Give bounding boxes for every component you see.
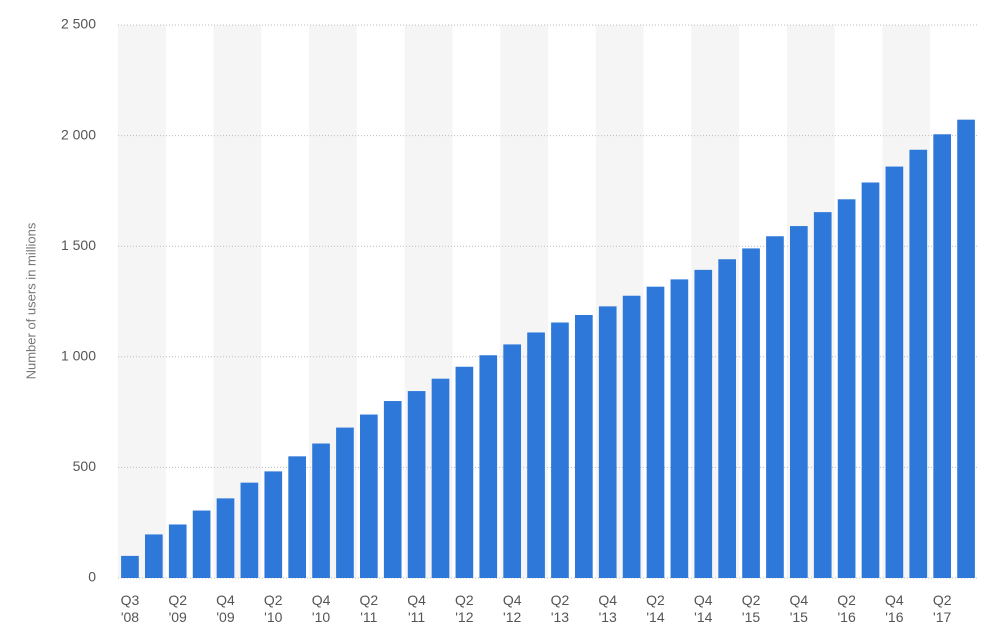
x-tick-label: Q2 '14 [646,592,665,625]
bar [574,314,593,578]
bar [813,212,832,578]
y-tick-label: 500 [73,458,97,474]
x-tick-label: Q4 '11 [407,592,426,625]
bar [336,427,354,578]
bar [407,391,426,578]
bar [885,166,904,578]
bar [789,226,808,578]
y-axis-label: Number of users in millions [23,222,38,379]
bar [598,306,617,578]
y-tick-label: 1 500 [61,237,96,253]
x-tick-label: Q2 '09 [168,592,188,625]
bar [670,279,689,578]
x-tick-label: Q4 '12 [502,592,522,625]
x-tick-label: Q2 '16 [837,592,856,625]
bar [646,286,665,578]
bar [837,199,856,578]
x-tick-label: Q2 '12 [455,592,474,625]
bar [431,378,450,578]
bar [957,119,975,579]
x-tick-label: Q4 '10 [311,592,331,625]
x-tick-label: Q2 '13 [550,592,570,625]
bar [383,401,402,578]
x-tick-label: Q4 '09 [216,592,235,625]
bar [933,134,952,578]
bar [121,555,139,578]
x-tick-label: Q3 '08 [120,592,140,625]
bar [479,355,498,578]
x-tick-label: Q4 '13 [598,592,618,625]
x-tick-label: Q2 '11 [359,592,379,625]
bar [909,149,928,578]
bar [288,456,307,578]
bar [312,443,330,578]
x-tick-label: Q2 '10 [263,592,283,625]
y-tick-label: 0 [88,569,96,585]
bar [264,471,283,578]
bar [168,524,187,578]
bar [359,414,378,578]
bar [861,182,880,579]
bar [503,344,522,578]
bar [455,366,474,578]
bar [144,534,163,578]
bar [551,322,569,578]
x-tick-label: Q2 '17 [932,592,952,625]
x-tick-label: Q4 '16 [885,592,904,625]
bar [766,236,784,578]
bar [718,259,737,578]
background-band [118,25,166,578]
x-tick-label: Q4 '15 [789,592,809,625]
bar [694,269,713,578]
y-tick-label: 2 000 [61,126,96,142]
x-tick-label: Q4 '14 [693,592,713,625]
bar [240,482,259,578]
bar [192,510,211,578]
y-tick-label: 2 500 [61,16,96,32]
x-tick-label: Q2 '15 [741,592,761,625]
bar [742,248,760,579]
bar [622,295,641,578]
bar [216,498,235,578]
bar [527,332,545,578]
y-tick-label: 1 000 [61,348,96,364]
